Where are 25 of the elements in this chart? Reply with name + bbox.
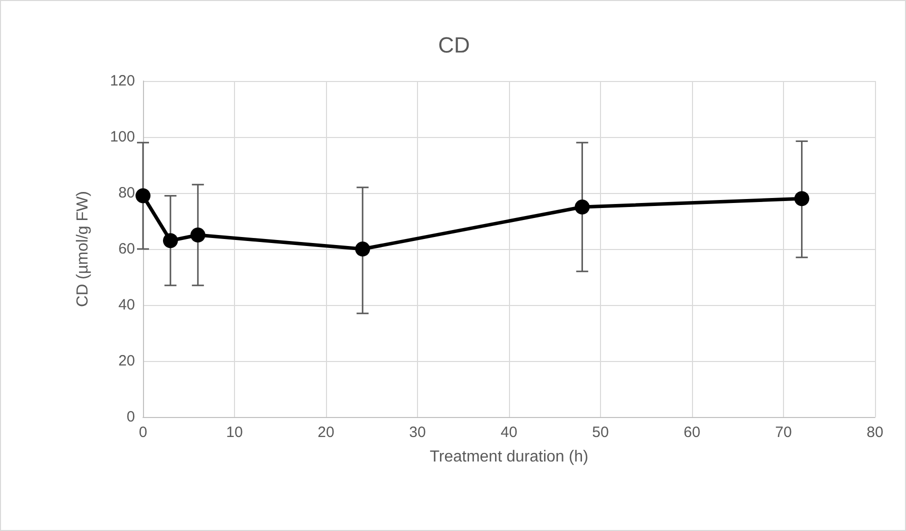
point bbox=[355, 242, 370, 256]
y-tick-label: 60 bbox=[118, 240, 135, 258]
y-axis-title: CD (µmol/g FW) bbox=[74, 191, 92, 307]
y-tick-label: 120 bbox=[110, 72, 135, 90]
y-tick-label: 40 bbox=[118, 296, 135, 314]
y-tick-label: 100 bbox=[110, 128, 135, 146]
point bbox=[136, 188, 150, 204]
x-tick-label: 30 bbox=[409, 424, 426, 441]
x-tick-label: 50 bbox=[592, 424, 609, 441]
y-tick-label: 0 bbox=[126, 408, 135, 426]
x-tick-label: 80 bbox=[866, 424, 884, 441]
x-tick-label: 10 bbox=[226, 424, 243, 441]
x-tick-label: 0 bbox=[138, 424, 148, 441]
x-axis-title: Treatment duration (h) bbox=[430, 448, 588, 466]
x-tick-label: 40 bbox=[500, 424, 518, 441]
x-tick-label: 70 bbox=[775, 424, 792, 441]
y-tick-label: 80 bbox=[118, 184, 135, 202]
x-tick-label: 20 bbox=[318, 424, 334, 441]
point bbox=[190, 228, 206, 242]
x-tick-label: 60 bbox=[684, 424, 700, 441]
chart-title: CD bbox=[438, 32, 470, 58]
point bbox=[162, 233, 178, 248]
y-tick-label: 20 bbox=[118, 352, 135, 370]
point bbox=[794, 191, 810, 206]
point bbox=[574, 200, 590, 214]
